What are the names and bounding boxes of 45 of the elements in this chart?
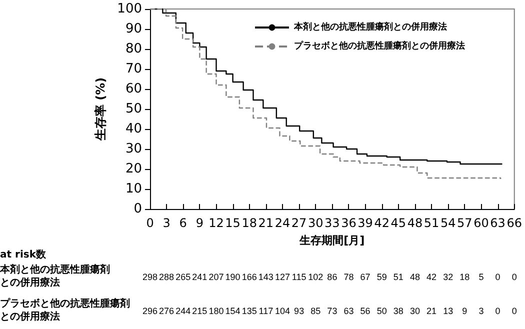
text: 296 276 244 215 180 154 135 117 104 93 85 73 63 56 50 38 30 21 13 9 3 0 0: [142, 306, 517, 316]
x-tick-label: 27: [291, 216, 307, 230]
x-tick-label: 60: [474, 216, 489, 230]
x-tick-label: 15: [225, 216, 240, 230]
x-tick-label: 57: [457, 216, 472, 230]
x-tick-label: 66: [506, 216, 522, 230]
x-tick-label: 51: [424, 216, 440, 230]
x-tick-label: 12: [208, 216, 224, 230]
x-tick-label: 33: [324, 216, 340, 230]
x-tick-label: 36: [341, 216, 356, 230]
x-tick-label: 6: [179, 216, 187, 230]
y-tick-label: 0: [134, 202, 142, 216]
y-tick-label: 70: [125, 62, 142, 76]
text: プラセボと他の抗悪性腫瘍剤: [0, 298, 130, 310]
y-tick-label: 80: [125, 42, 142, 56]
y-tick-label: 40: [125, 122, 142, 136]
legend-label: 本剤と他の抗悪性腫瘍剤との併用療法: [293, 22, 447, 32]
y-tick-label: 10: [125, 182, 142, 196]
x-tick-label: 30: [308, 216, 324, 230]
y-tick-label: 20: [125, 162, 142, 176]
x-tick-label: 42: [374, 216, 390, 230]
legend-label: プラセボと他の抗悪性腫瘍剤との併用療法: [294, 40, 465, 52]
text: との併用療法: [0, 310, 60, 322]
x-axis-title: 生存期間[月]: [298, 234, 365, 247]
x-tick-label: 0: [146, 216, 154, 230]
x-tick-label: 48: [407, 216, 423, 230]
x-tick-label: 45: [390, 216, 406, 230]
x-tick-label: 63: [490, 216, 506, 230]
x-tick-label: 39: [358, 216, 373, 230]
y-tick-label: 100: [117, 2, 142, 16]
text: at risk数: [0, 248, 47, 260]
y-tick-label: 50: [125, 102, 142, 116]
x-tick-label: 24: [274, 216, 290, 230]
text: との併用療法: [0, 276, 60, 288]
y-tick-label: 90: [125, 22, 142, 36]
x-tick-label: 54: [440, 216, 456, 230]
x-tick-label: 18: [242, 216, 258, 230]
x-tick-label: 9: [196, 216, 204, 230]
text: 298 288 265 241 207 190 166 143 127 115 102 86 78 67 59 51 48 42 32 18 5 0 0: [142, 272, 517, 282]
x-tick-label: 21: [258, 216, 274, 230]
y-tick-label: 60: [125, 82, 142, 96]
y-tick-label: 30: [125, 142, 142, 156]
text: 本剤と他の抗悪性腫瘍剤: [0, 264, 110, 276]
y-axis-title: 生存率 (%): [93, 77, 108, 142]
x-tick-label: 3: [162, 216, 170, 230]
